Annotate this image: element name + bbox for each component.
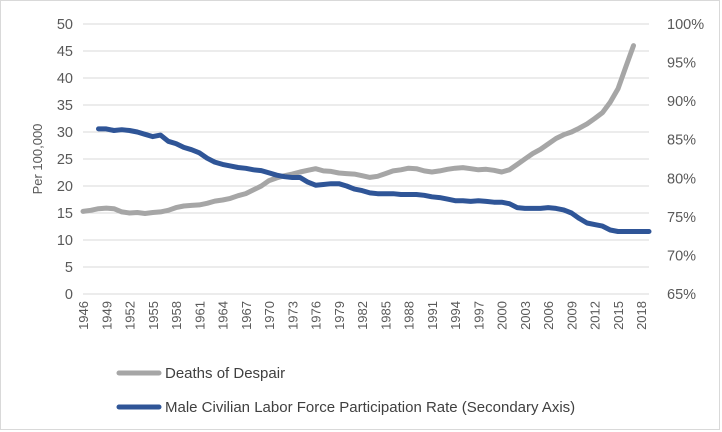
legend: Deaths of Despair Male Civilian Labor Fo… [116, 365, 575, 416]
x-axis-tick-labels: 1946 1949 1952 1955 1958 1961 1964 1967 1970 1973… [76, 301, 649, 330]
x-tick-label: 1976 [309, 301, 324, 330]
y-tick-label: 5 [65, 260, 73, 276]
x-tick-label: 2018 [634, 301, 649, 330]
y-axis-tick-labels: 0 5 10 15 20 25 30 35 40 45 50 [57, 17, 73, 303]
y-tick-label: 30 [57, 125, 73, 141]
series-line-deaths-of-despair [80, 43, 636, 216]
x-tick-label: 1979 [332, 301, 347, 330]
y-tick-label: 45 [57, 44, 73, 60]
x-tick-label: 2003 [518, 301, 533, 330]
x-tick-label: 1952 [123, 301, 138, 330]
x-tick-label: 1964 [216, 301, 231, 330]
x-tick-label: 1970 [262, 301, 277, 330]
x-tick-label: 1991 [425, 301, 440, 330]
y2-tick-label: 100% [667, 17, 704, 33]
x-tick-label: 1997 [471, 301, 486, 330]
x-tick-label: 1961 [192, 301, 207, 330]
x-tick-label: 1973 [285, 301, 300, 330]
x-tick-label: 1982 [355, 301, 370, 330]
y-tick-label: 50 [57, 17, 73, 33]
series-line-labor-force-participation [96, 126, 652, 234]
x-tick-label: 2009 [564, 301, 579, 330]
y-tick-label: 10 [57, 233, 73, 249]
y-tick-label: 0 [65, 287, 73, 303]
y2-tick-label: 95% [667, 56, 696, 72]
x-tick-label: 1955 [146, 301, 161, 330]
y2-tick-label: 80% [667, 171, 696, 187]
x-tick-label: 1967 [239, 301, 254, 330]
y-tick-label: 35 [57, 98, 73, 114]
y2-tick-label: 90% [667, 94, 696, 110]
x-tick-label: 1958 [169, 301, 184, 330]
x-tick-label: 1946 [76, 301, 91, 330]
gridlines [83, 23, 649, 295]
y-tick-label: 20 [57, 179, 73, 195]
series-lines [80, 43, 652, 234]
y2-tick-label: 85% [667, 133, 696, 149]
secondary-y-axis-tick-labels: 65% 70% 75% 80% 85% 90% 95% 100% [667, 17, 704, 303]
legend-label-labor-force-participation: Male Civilian Labor Force Participation … [165, 399, 575, 416]
x-tick-label: 2015 [611, 301, 626, 330]
x-tick-label: 2006 [541, 301, 556, 330]
x-tick-label: 2012 [588, 301, 603, 330]
y2-tick-label: 70% [667, 248, 696, 264]
y-axis-title: Per 100,000 [30, 124, 45, 195]
x-tick-label: 2000 [495, 301, 510, 330]
y-tick-label: 25 [57, 152, 73, 168]
y-tick-label: 15 [57, 206, 73, 222]
y2-tick-label: 65% [667, 287, 696, 303]
x-tick-label: 1949 [99, 301, 114, 330]
x-tick-label: 1994 [448, 301, 463, 330]
x-tick-label: 1985 [378, 301, 393, 330]
y2-tick-label: 75% [667, 210, 696, 226]
legend-label-deaths-of-despair: Deaths of Despair [165, 365, 285, 382]
x-tick-label: 1988 [402, 301, 417, 330]
y-tick-label: 40 [57, 71, 73, 87]
